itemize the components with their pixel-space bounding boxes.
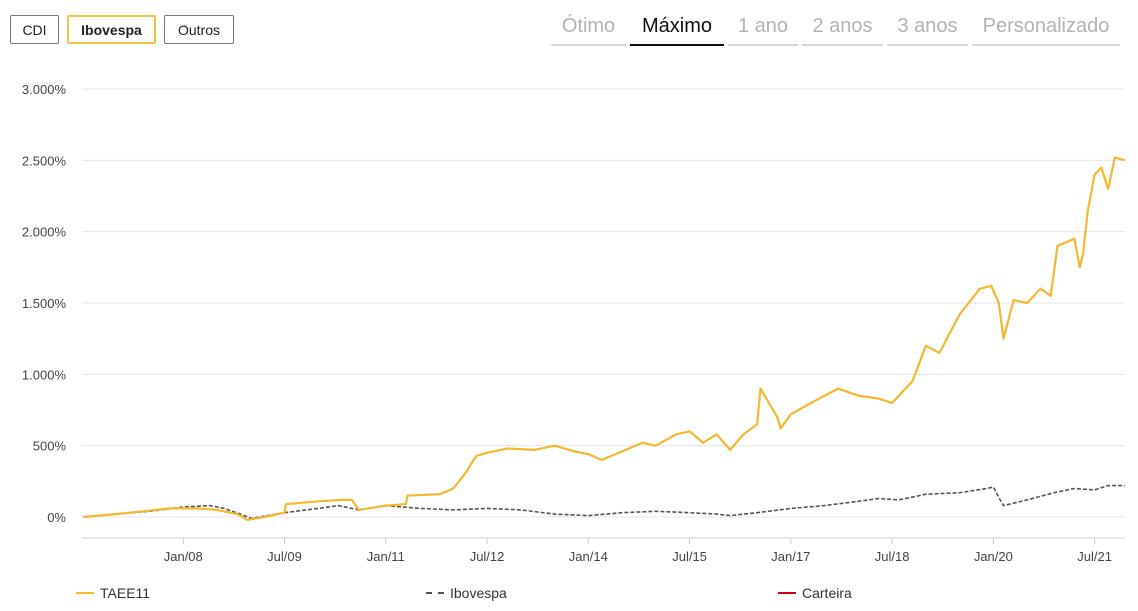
x-tick-label: Jan/20 bbox=[974, 549, 1013, 564]
x-tick-label: Jan/14 bbox=[569, 549, 608, 564]
legend-swatch-solid-icon bbox=[778, 592, 796, 594]
y-tick-label: 2.500% bbox=[22, 153, 67, 168]
tab-otimo[interactable]: Ótimo bbox=[551, 8, 626, 46]
y-tick-label: 3.000% bbox=[22, 82, 67, 97]
legend-item-carteira[interactable]: Carteira bbox=[778, 584, 852, 602]
x-tick-label: Jul/18 bbox=[875, 549, 910, 564]
y-tick-label: 2.000% bbox=[22, 225, 67, 240]
x-tick-label: Jul/15 bbox=[672, 549, 707, 564]
legend-swatch-dashed-icon bbox=[426, 592, 444, 594]
y-tick-label: 1.500% bbox=[22, 296, 67, 311]
tab-personalizado[interactable]: Personalizado bbox=[972, 8, 1120, 46]
x-tick-label: Jan/08 bbox=[164, 549, 203, 564]
legend-label: TAEE11 bbox=[100, 585, 151, 601]
legend-label: Ibovespa bbox=[450, 585, 507, 601]
line-chart: 0% 500% 1.000% 1.500% 2.000% 2.500% 3.000% Jan… bbox=[22, 82, 1126, 564]
chart-series bbox=[83, 156, 1126, 522]
x-tick-label: Jul/12 bbox=[470, 549, 505, 564]
series-line-taee11 bbox=[83, 156, 1126, 522]
y-axis-ticks: 0% 500% 1.000% 1.500% 2.000% 2.500% 3.000% bbox=[22, 82, 67, 525]
legend-swatch-solid-icon bbox=[76, 592, 94, 594]
legend-item-taee11[interactable]: TAEE11 bbox=[76, 584, 150, 602]
x-tick-label: Jul/21 bbox=[1077, 549, 1112, 564]
x-axis: Jan/08 Jul/09 Jan/11 Jul/12 Jan/14 Jul/15 Jan/… bbox=[82, 537, 1125, 564]
tab-1-ano[interactable]: 1 ano bbox=[728, 8, 798, 46]
tab-3-anos[interactable]: 3 anos bbox=[887, 8, 968, 46]
legend-label: Carteira bbox=[802, 585, 852, 601]
tab-maximo[interactable]: Máximo bbox=[630, 8, 724, 46]
benchmark-button-outros[interactable]: Outros bbox=[164, 15, 234, 44]
tab-2-anos[interactable]: 2 anos bbox=[802, 8, 883, 46]
legend-item-ibovespa[interactable]: Ibovespa bbox=[426, 584, 507, 602]
x-tick-label: Jan/17 bbox=[771, 549, 810, 564]
series-line-ibovespa bbox=[83, 484, 1125, 520]
benchmark-button-cdi[interactable]: CDI bbox=[10, 15, 59, 44]
y-tick-label: 1.000% bbox=[22, 367, 67, 382]
benchmark-button-ibovespa[interactable]: Ibovespa bbox=[67, 15, 156, 44]
y-tick-label: 0% bbox=[47, 510, 66, 525]
x-tick-label: Jan/11 bbox=[367, 549, 405, 564]
y-tick-label: 500% bbox=[33, 439, 67, 454]
x-tick-label: Jul/09 bbox=[267, 549, 302, 564]
